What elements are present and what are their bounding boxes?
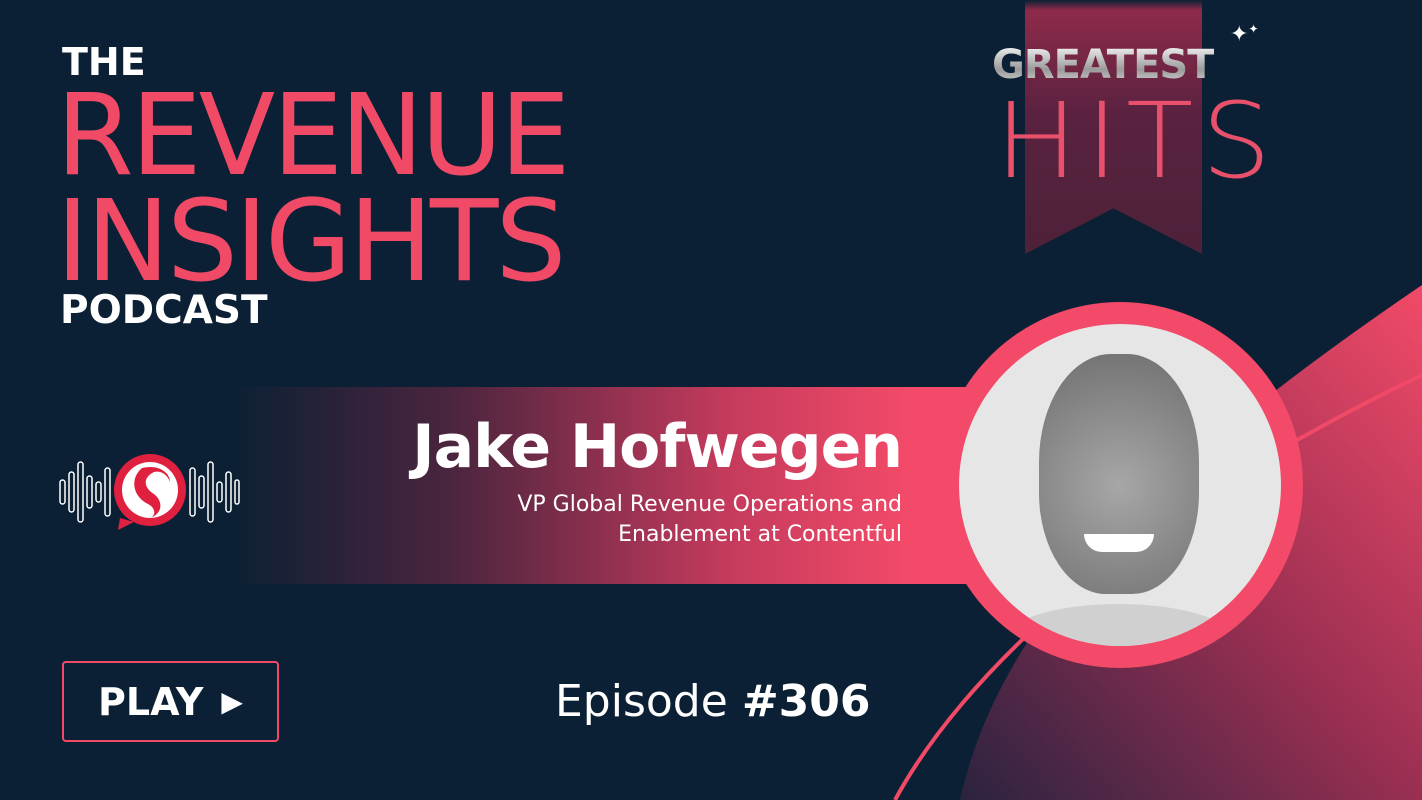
title-the: THE <box>62 40 146 84</box>
guest-role-line1: VP Global Revenue Operations and <box>517 492 902 517</box>
guest-face <box>1039 354 1199 594</box>
episode-hash: #306 <box>741 676 871 727</box>
guest-photo <box>959 324 1281 646</box>
guest-role-line2: Enablement at Contentful <box>618 522 902 547</box>
greatest-label: GREATEST <box>992 42 1215 88</box>
guest-role: VP Global Revenue Operations and Enablem… <box>517 490 902 550</box>
podcast-logo-icon <box>59 454 240 530</box>
episode-number: Episode #306 <box>555 676 871 727</box>
title-revenue: REVENUE <box>56 71 570 201</box>
play-button[interactable]: PLAY ▶ <box>62 661 279 742</box>
sparkle-icon: ✦✦ <box>1230 22 1259 47</box>
title-insights: INSIGHTS <box>56 177 566 307</box>
title-podcast: PODCAST <box>60 288 268 333</box>
guest-shoulders <box>999 604 1239 646</box>
guest-smile <box>1084 534 1154 552</box>
play-triangle-icon: ▶ <box>221 685 243 718</box>
guest-name: Jake Hofwegen <box>412 412 903 482</box>
hits-text: HITS <box>995 80 1280 202</box>
hits-label: HITS <box>995 80 1279 202</box>
play-label: PLAY <box>98 679 204 724</box>
episode-label: Episode <box>555 676 728 727</box>
